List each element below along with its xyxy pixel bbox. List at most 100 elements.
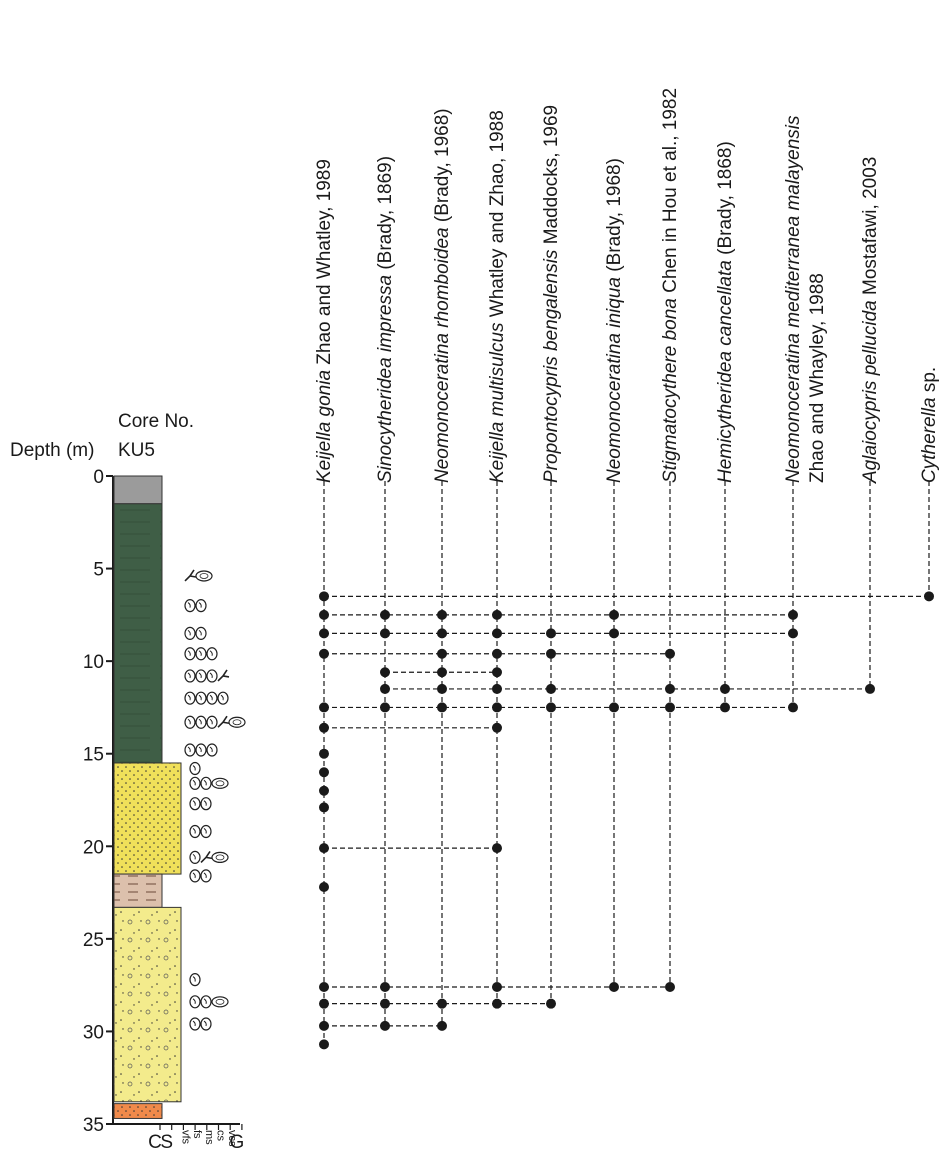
fossil-icon [211,851,229,863]
occurrence-dot [546,702,556,713]
lithology-texture [114,503,162,763]
fossil-icon [187,746,191,753]
y-tick-label: 10 [83,652,104,673]
fossil-icon [209,746,213,753]
occurrence-dot [319,628,329,639]
y-tick-label: 5 [93,560,104,581]
fossil-icon [192,976,196,982]
occurrence-dot [319,748,329,759]
occurrence-dot [380,998,390,1009]
occurrence-dot [492,609,502,620]
fossil-icon [209,718,213,725]
grain-label: cs [215,1130,227,1142]
occurrence-dot [492,722,502,733]
y-tick-label: 20 [83,837,104,858]
occurrence-dot [865,683,875,694]
fossil-icon [192,998,196,1004]
occurrence-dot [319,802,329,813]
occurrence-dot [437,628,447,639]
species-name: Keijella gonia [314,370,335,483]
species-author: Whatley and Zhao, 1988 [487,110,508,317]
fossil-icon [195,715,207,729]
fossil-icon [187,650,191,656]
species-author: Chen in Hou et al., 1982 [660,88,681,293]
fossil-icon [217,669,230,682]
occurrence-dot [319,981,329,992]
fossil-icon [187,718,191,725]
occurrence-dot [437,648,447,659]
fossil-icon [195,570,213,582]
fossil-icon [195,691,207,705]
fossil-icon [209,650,213,656]
occurrence-dot [492,683,502,694]
fossil-icon [215,998,225,1005]
fossil-icon [217,715,230,728]
grain-label: S [160,1132,173,1153]
fossil-icon [187,629,191,636]
occurrence-dot [319,609,329,620]
fossil-icon [189,995,201,1009]
species-label: Sinocytheridea impressa (Brady, 1869) [375,156,396,483]
fossil-icon [198,746,202,753]
fossil-icon [211,777,229,789]
occurrence-dot [492,998,502,1009]
species-label: Propontocypris bengalensis Maddocks, 196… [541,105,562,483]
species-name: Stigmatocythere bona [660,298,681,483]
fossil-icon [189,869,201,883]
species-author: Zhao and Whayley, 1988 [807,273,828,483]
fossil-icon [203,1020,207,1027]
species-author: Zhao and Whatley, 1989 [314,159,335,365]
fossil-icon [189,776,201,790]
occurrence-dot [319,843,329,854]
species-name: Propontocypris bengalensis [541,249,562,483]
occurrence-dot [319,702,329,713]
core-name: KU5 [118,440,155,461]
fossil-icon [206,691,218,705]
fossil-icon [198,602,202,608]
fossil-icon [203,872,207,879]
species-name: Neomonoceratina mediterranea malayensis [783,115,804,483]
fossil-icon [217,691,229,705]
fossil-icon [198,629,202,636]
occurrence-dot [788,609,798,620]
occurrence-dot [546,648,556,659]
fossil-icon [203,828,207,834]
species-label: Stigmatocythere bona Chen in Hou et al.,… [660,88,681,483]
occurrence-dot [319,1039,329,1050]
grain-label: C [148,1132,162,1153]
fossil-icon [192,779,196,786]
lithology-texture [114,907,181,1102]
fossil-icon [189,1017,201,1031]
grain-label: ms [203,1130,215,1145]
occurrence-dot [380,609,390,620]
fossil-icon [189,761,201,776]
occurrence-dot [319,998,329,1009]
fossil-icon [206,715,218,729]
fossil-icon [203,800,207,806]
species-label: Keijella gonia Zhao and Whatley, 1989 [314,159,335,483]
fossil-icon [187,694,191,701]
fossil-icon [203,779,207,786]
fossil-icon [232,719,242,726]
occurrence-dot [788,702,798,713]
fossil-icon [192,800,196,806]
species-name: Sinocytheridea impressa [375,275,396,483]
species-label: Keijella multisulcus Whatley and Zhao, 1… [487,110,508,483]
axis-title: Depth (m) [10,440,94,461]
fossil-icon [187,602,191,608]
occurrence-dot [380,981,390,992]
species-author: (Brady, 1968) [604,158,625,272]
fossil-icon [200,797,212,811]
occurrence-dot [720,683,730,694]
fossil-icon [206,647,218,661]
occurrence-dot [609,702,619,713]
occurrence-dot [319,648,329,659]
fossil-icon [192,828,196,834]
fossil-icon [192,765,196,771]
fossil-icon [200,995,212,1009]
fossil-icon [184,743,196,757]
lithology-texture [114,762,181,875]
occurrence-dot [492,667,502,678]
occurrence-dot [546,998,556,1009]
occurrence-dot [380,1020,390,1031]
